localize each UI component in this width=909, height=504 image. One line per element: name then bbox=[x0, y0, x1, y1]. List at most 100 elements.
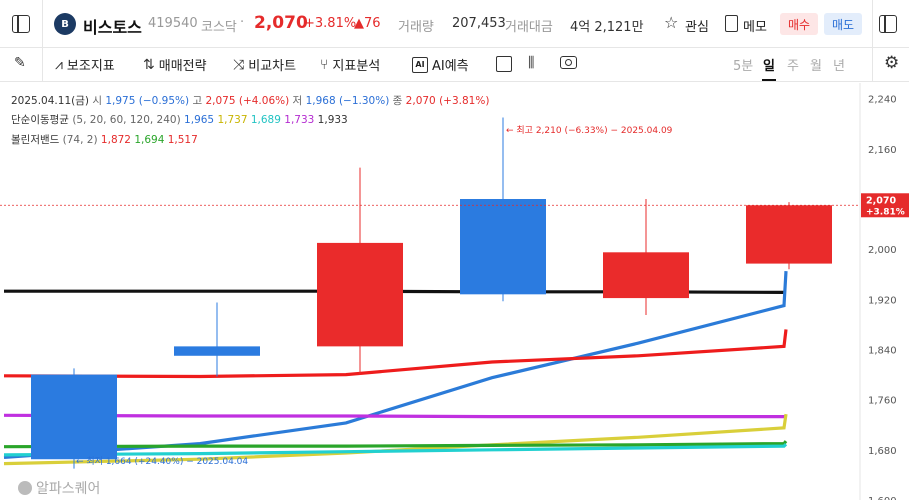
draw-pencil-icon[interactable]: ✎ bbox=[14, 55, 26, 71]
y-tick-label: 1,840 bbox=[868, 346, 897, 357]
bb-middle-value: 1,694 bbox=[134, 134, 165, 146]
star-icon[interactable]: ☆ bbox=[664, 13, 679, 32]
divider bbox=[42, 0, 43, 48]
candles bbox=[31, 117, 832, 469]
ai-predict-label: AI예측 bbox=[432, 59, 469, 74]
stock-code: 419540 bbox=[148, 16, 198, 31]
sidebar-toggle-icon[interactable] bbox=[12, 15, 30, 33]
low-value: 1,968 (−1.30%) bbox=[305, 95, 390, 107]
divider bbox=[872, 48, 873, 82]
candle-body bbox=[31, 374, 117, 460]
strategy-button[interactable]: ⇅ 매매전략 bbox=[143, 55, 207, 75]
buy-button[interactable]: 매수 bbox=[780, 13, 818, 35]
candlestick-icon[interactable]: ⫼ bbox=[528, 55, 535, 71]
ma-legend: 단순이동평균 (5, 20, 60, 120, 240) 1,965 1,737… bbox=[11, 112, 348, 127]
amount-value: 4억 2,121만 bbox=[570, 20, 644, 35]
sell-button[interactable]: 매도 bbox=[824, 13, 862, 35]
y-tick-label: 2,160 bbox=[868, 145, 897, 156]
compare-button[interactable]: ⤨ 비교차트 bbox=[233, 55, 297, 75]
ma20-value: 1,737 bbox=[217, 114, 248, 126]
ma-label: 단순이동평균 bbox=[11, 114, 69, 126]
panel-toggle-icon[interactable] bbox=[879, 15, 897, 33]
bb-params: (74, 2) bbox=[62, 134, 98, 146]
high-label: 고 bbox=[192, 95, 203, 107]
compare-label: 비교차트 bbox=[248, 59, 297, 74]
candle-date: 2025.04.11(금) bbox=[11, 95, 89, 107]
divider bbox=[42, 48, 43, 82]
candle-body bbox=[460, 199, 546, 295]
memo-icon[interactable] bbox=[725, 15, 738, 32]
stock-name: 비스토스 bbox=[83, 18, 142, 37]
period-month[interactable]: 월 bbox=[810, 59, 822, 74]
indicators-label: 보조지표 bbox=[66, 59, 115, 74]
ohlc-legend: 2025.04.11(금) 시 1,975 (−0.95%) 고 2,075 (… bbox=[11, 93, 489, 108]
market-label: 코스닥 bbox=[201, 20, 237, 35]
bb-upper-value: 1,872 bbox=[100, 134, 131, 146]
ma-line bbox=[3, 440, 788, 449]
current-price-label: 2,070 bbox=[866, 195, 896, 206]
analysis-button[interactable]: ⑂ 지표분석 bbox=[320, 55, 381, 75]
ma-line bbox=[3, 413, 786, 419]
separator-dot: · bbox=[240, 15, 245, 30]
checkbox-icon[interactable] bbox=[496, 56, 512, 72]
ma-line bbox=[3, 329, 788, 379]
volume-value: 207,453 bbox=[452, 16, 506, 31]
sort-arrows-icon: ⇅ bbox=[143, 56, 155, 73]
stock-header: B 비스토스 419540 코스닥 · 2,070 +3.81% ▲76 거래량… bbox=[0, 0, 909, 48]
y-tick-label: 1,760 bbox=[868, 396, 897, 407]
divider bbox=[872, 0, 873, 48]
open-label: 시 bbox=[92, 95, 102, 107]
low-label: 저 bbox=[292, 95, 303, 107]
period-5min[interactable]: 5분 bbox=[733, 59, 754, 74]
indicator-chart-icon: ⩘ bbox=[55, 56, 63, 73]
memo-button[interactable]: 메모 bbox=[743, 20, 767, 35]
alphasquare-logo-icon bbox=[18, 481, 32, 495]
y-tick-label: 2,240 bbox=[868, 95, 897, 106]
ai-chip-icon: AI bbox=[412, 56, 428, 73]
annotation-high: ← 최고 2,210 (−6.33%) − 2025.04.09 bbox=[506, 125, 673, 136]
period-week[interactable]: 주 bbox=[787, 59, 799, 74]
current-price-badge bbox=[861, 193, 909, 218]
gear-icon[interactable]: ⚙ bbox=[884, 53, 900, 73]
bb-label: 볼린저밴드 bbox=[11, 134, 60, 146]
chart-canvas[interactable]: 2,2402,1602,0802,0001,9201,8401,7601,680… bbox=[0, 83, 909, 504]
shuffle-icon: ⤨ bbox=[233, 56, 245, 73]
period-year[interactable]: 년 bbox=[833, 59, 845, 74]
analysis-label: 지표분석 bbox=[332, 59, 381, 74]
ma60-value: 1,689 bbox=[250, 114, 281, 126]
y-tick-label: 1,680 bbox=[868, 446, 897, 457]
annotation-low: ← 최저 1,664 (+24.40%) − 2025.04.04 bbox=[76, 456, 248, 467]
open-value: 1,975 (−0.95%) bbox=[105, 95, 190, 107]
candle-body bbox=[603, 252, 689, 299]
current-price: 2,070 bbox=[254, 13, 308, 33]
ma-line bbox=[3, 443, 788, 457]
price-chart[interactable]: 2,2402,1602,0802,0001,9201,8401,7601,680… bbox=[0, 83, 909, 504]
close-label: 종 bbox=[392, 95, 403, 107]
ai-predict-button[interactable]: AI AI예측 bbox=[412, 55, 469, 74]
y-tick-label: 1,920 bbox=[868, 295, 897, 306]
watchlist-button[interactable]: 관심 bbox=[685, 20, 709, 35]
y-tick-label: 2,000 bbox=[868, 245, 897, 256]
candle-body bbox=[174, 346, 260, 356]
watermark: 알파스퀘어 bbox=[18, 478, 100, 498]
y-axis: 2,2402,1602,0802,0001,9201,8401,7601,680… bbox=[868, 95, 897, 504]
ma-line bbox=[3, 271, 788, 459]
bb-lower-value: 1,517 bbox=[167, 134, 198, 146]
candle-body bbox=[317, 242, 403, 347]
change-percent: +3.81% bbox=[304, 16, 357, 31]
current-pct-label: +3.81% bbox=[866, 207, 905, 217]
indicators-button[interactable]: ⩘ 보조지표 bbox=[55, 55, 115, 75]
amount-label: 거래대금 bbox=[505, 20, 553, 35]
change-amount: ▲76 bbox=[354, 16, 381, 31]
strategy-label: 매매전략 bbox=[158, 59, 207, 74]
volume-label: 거래량 bbox=[398, 20, 434, 35]
current-price-marker: 2,070+3.81% bbox=[0, 193, 909, 218]
close-value: 2,070 (+3.81%) bbox=[405, 95, 490, 107]
bollinger-legend: 볼린저밴드 (74, 2) 1,872 1,694 1,517 bbox=[11, 132, 198, 147]
analysis-icon: ⑂ bbox=[320, 56, 329, 73]
camera-icon[interactable] bbox=[560, 56, 577, 69]
ma240-value: 1,933 bbox=[317, 114, 348, 126]
company-logo: B bbox=[54, 13, 76, 35]
high-value: 2,075 (+4.06%) bbox=[205, 95, 290, 107]
period-day[interactable]: 일 bbox=[762, 55, 776, 81]
